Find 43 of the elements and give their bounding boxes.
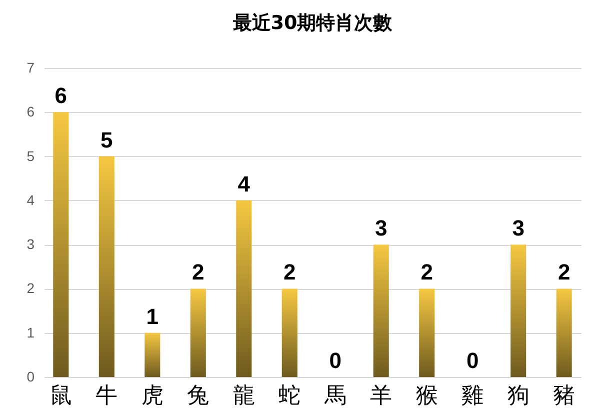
x-tick-label: 雞 (462, 384, 484, 408)
data-label: 2 (284, 260, 296, 285)
bar (419, 288, 435, 377)
data-label: 2 (420, 260, 433, 285)
bar (556, 288, 572, 377)
x-tick-label: 蛇 (278, 384, 301, 408)
x-tick-label: 牛 (96, 384, 118, 408)
bar (98, 156, 114, 377)
data-label: 2 (192, 260, 204, 285)
x-tick-label: 虎 (141, 384, 164, 408)
y-tick-label: 2 (26, 280, 35, 296)
x-tick-label: 鼠 (50, 384, 72, 408)
data-label: 2 (558, 260, 570, 285)
data-label: 4 (238, 171, 251, 196)
bar (510, 244, 526, 377)
bar (236, 200, 252, 377)
data-label: 3 (374, 216, 388, 241)
x-tick-label: 羊 (370, 384, 392, 408)
data-label: 0 (466, 348, 479, 373)
bar (282, 288, 298, 377)
y-tick-label: 7 (26, 60, 35, 76)
y-tick-label: 1 (26, 324, 35, 340)
bar (373, 244, 389, 377)
y-tick-label: 4 (26, 192, 35, 208)
y-tick-label: 6 (26, 104, 35, 120)
y-tick-label: 0 (26, 368, 35, 384)
bar (53, 112, 69, 377)
x-tick-label: 馬 (323, 384, 346, 408)
data-label: 0 (329, 348, 342, 373)
y-tick-label: 3 (26, 236, 35, 252)
y-tick-label: 5 (26, 148, 35, 164)
data-label: 6 (54, 83, 68, 108)
data-label: 1 (146, 304, 159, 329)
x-tick-label: 兔 (187, 384, 210, 408)
x-tick-label: 豬 (553, 384, 576, 408)
data-label: 3 (512, 216, 524, 241)
x-tick-label: 猴 (416, 384, 438, 408)
bar (144, 332, 160, 377)
x-tick-label: 龍 (232, 384, 255, 408)
bar (190, 288, 206, 377)
data-label: 5 (100, 127, 113, 152)
x-tick-label: 狗 (507, 384, 530, 408)
chart-title: 最近30期特肖次數 (232, 12, 394, 34)
